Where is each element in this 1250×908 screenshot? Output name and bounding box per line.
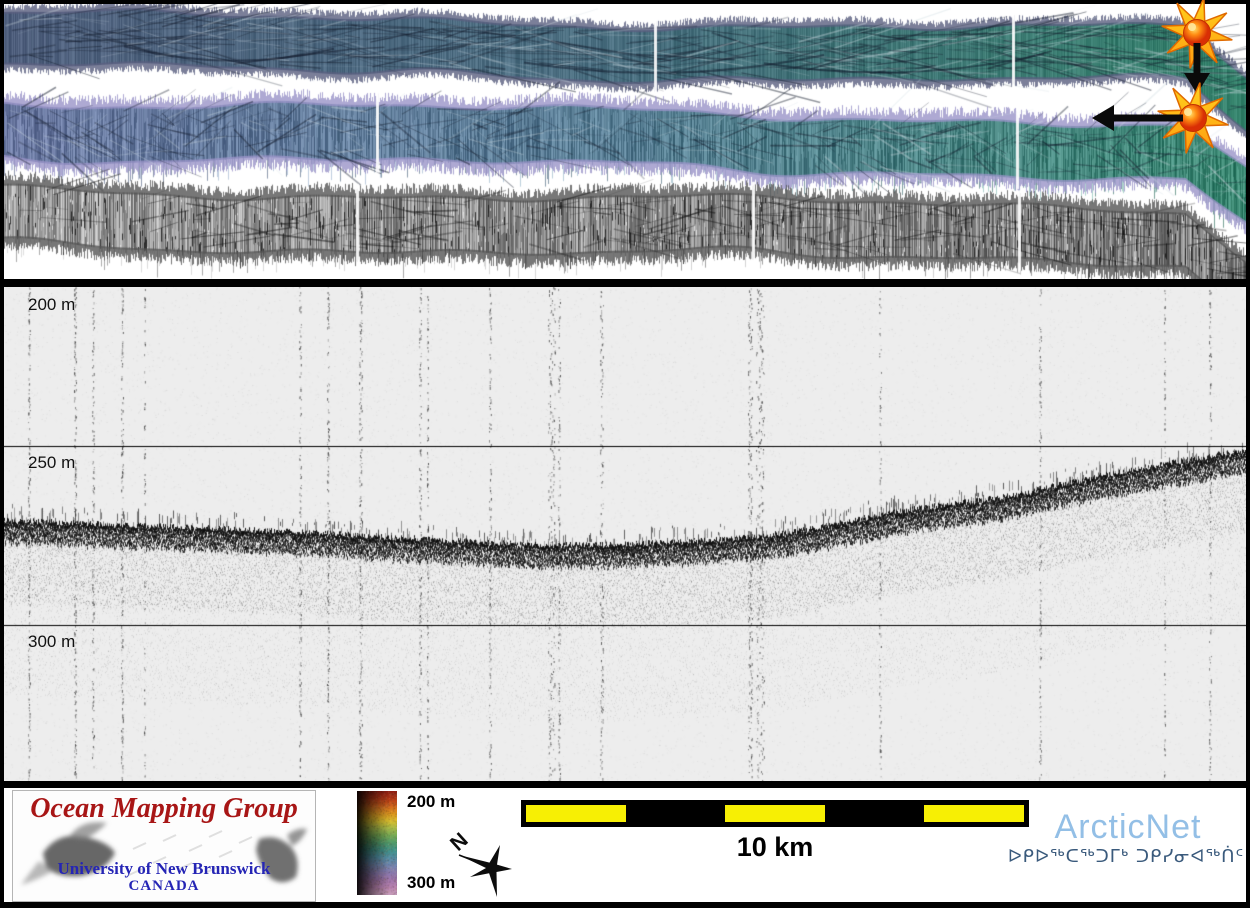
- scale-bar-segment: [725, 805, 825, 822]
- depth-colorbar: [357, 791, 397, 895]
- omg-logo-artwork: [21, 822, 307, 885]
- omg-country: CANADA: [128, 878, 200, 894]
- depth-tick-300m: 300 m: [28, 632, 76, 651]
- scale-bar: [521, 800, 1029, 827]
- colorbar-bottom-label: 300 m: [407, 873, 456, 892]
- arcticnet-inuktitut-text: ᐅᑭᐅᖅᑕᖅᑐᒥᒃ ᑐᑭᓯᓂᐊᖅᑏᑦ: [1007, 846, 1245, 867]
- arcticnet-logo: ArcticNet: [1054, 808, 1202, 846]
- scale-bar-segment: [924, 805, 1024, 822]
- depth-tick-200m: 200 m: [28, 295, 76, 314]
- swath-strips-canvas: [4, 4, 1246, 279]
- scale-bar-segment: [526, 805, 626, 822]
- sun-illumination-down-icon: [1161, 0, 1233, 94]
- footer-legend-bar: Ocean Mapping Group University of New Br…: [4, 788, 1246, 902]
- echogram-canvas: [4, 287, 1246, 781]
- ocean-mapping-group-logo: Ocean Mapping Group University of New Br…: [12, 790, 316, 902]
- depth-tick-250m: 250 m: [28, 453, 76, 472]
- scale-bar-segment: [824, 805, 925, 822]
- north-arrow-icon: N: [446, 828, 512, 897]
- scale-bar-segment: [625, 805, 726, 822]
- omg-title: Ocean Mapping Group: [30, 793, 298, 824]
- scale-bar-label: 10 km: [736, 832, 814, 862]
- subbottom-profile-panel: 200 m 250 m 300 m: [4, 287, 1246, 781]
- omg-university: University of New Brunswick: [57, 859, 271, 878]
- swath-panel: [4, 0, 1246, 279]
- omg-logo-texture: [128, 830, 253, 876]
- sun-illumination-left-icon: [1092, 82, 1229, 154]
- colorbar-top-label: 200 m: [407, 792, 456, 811]
- north-label: N: [446, 828, 473, 855]
